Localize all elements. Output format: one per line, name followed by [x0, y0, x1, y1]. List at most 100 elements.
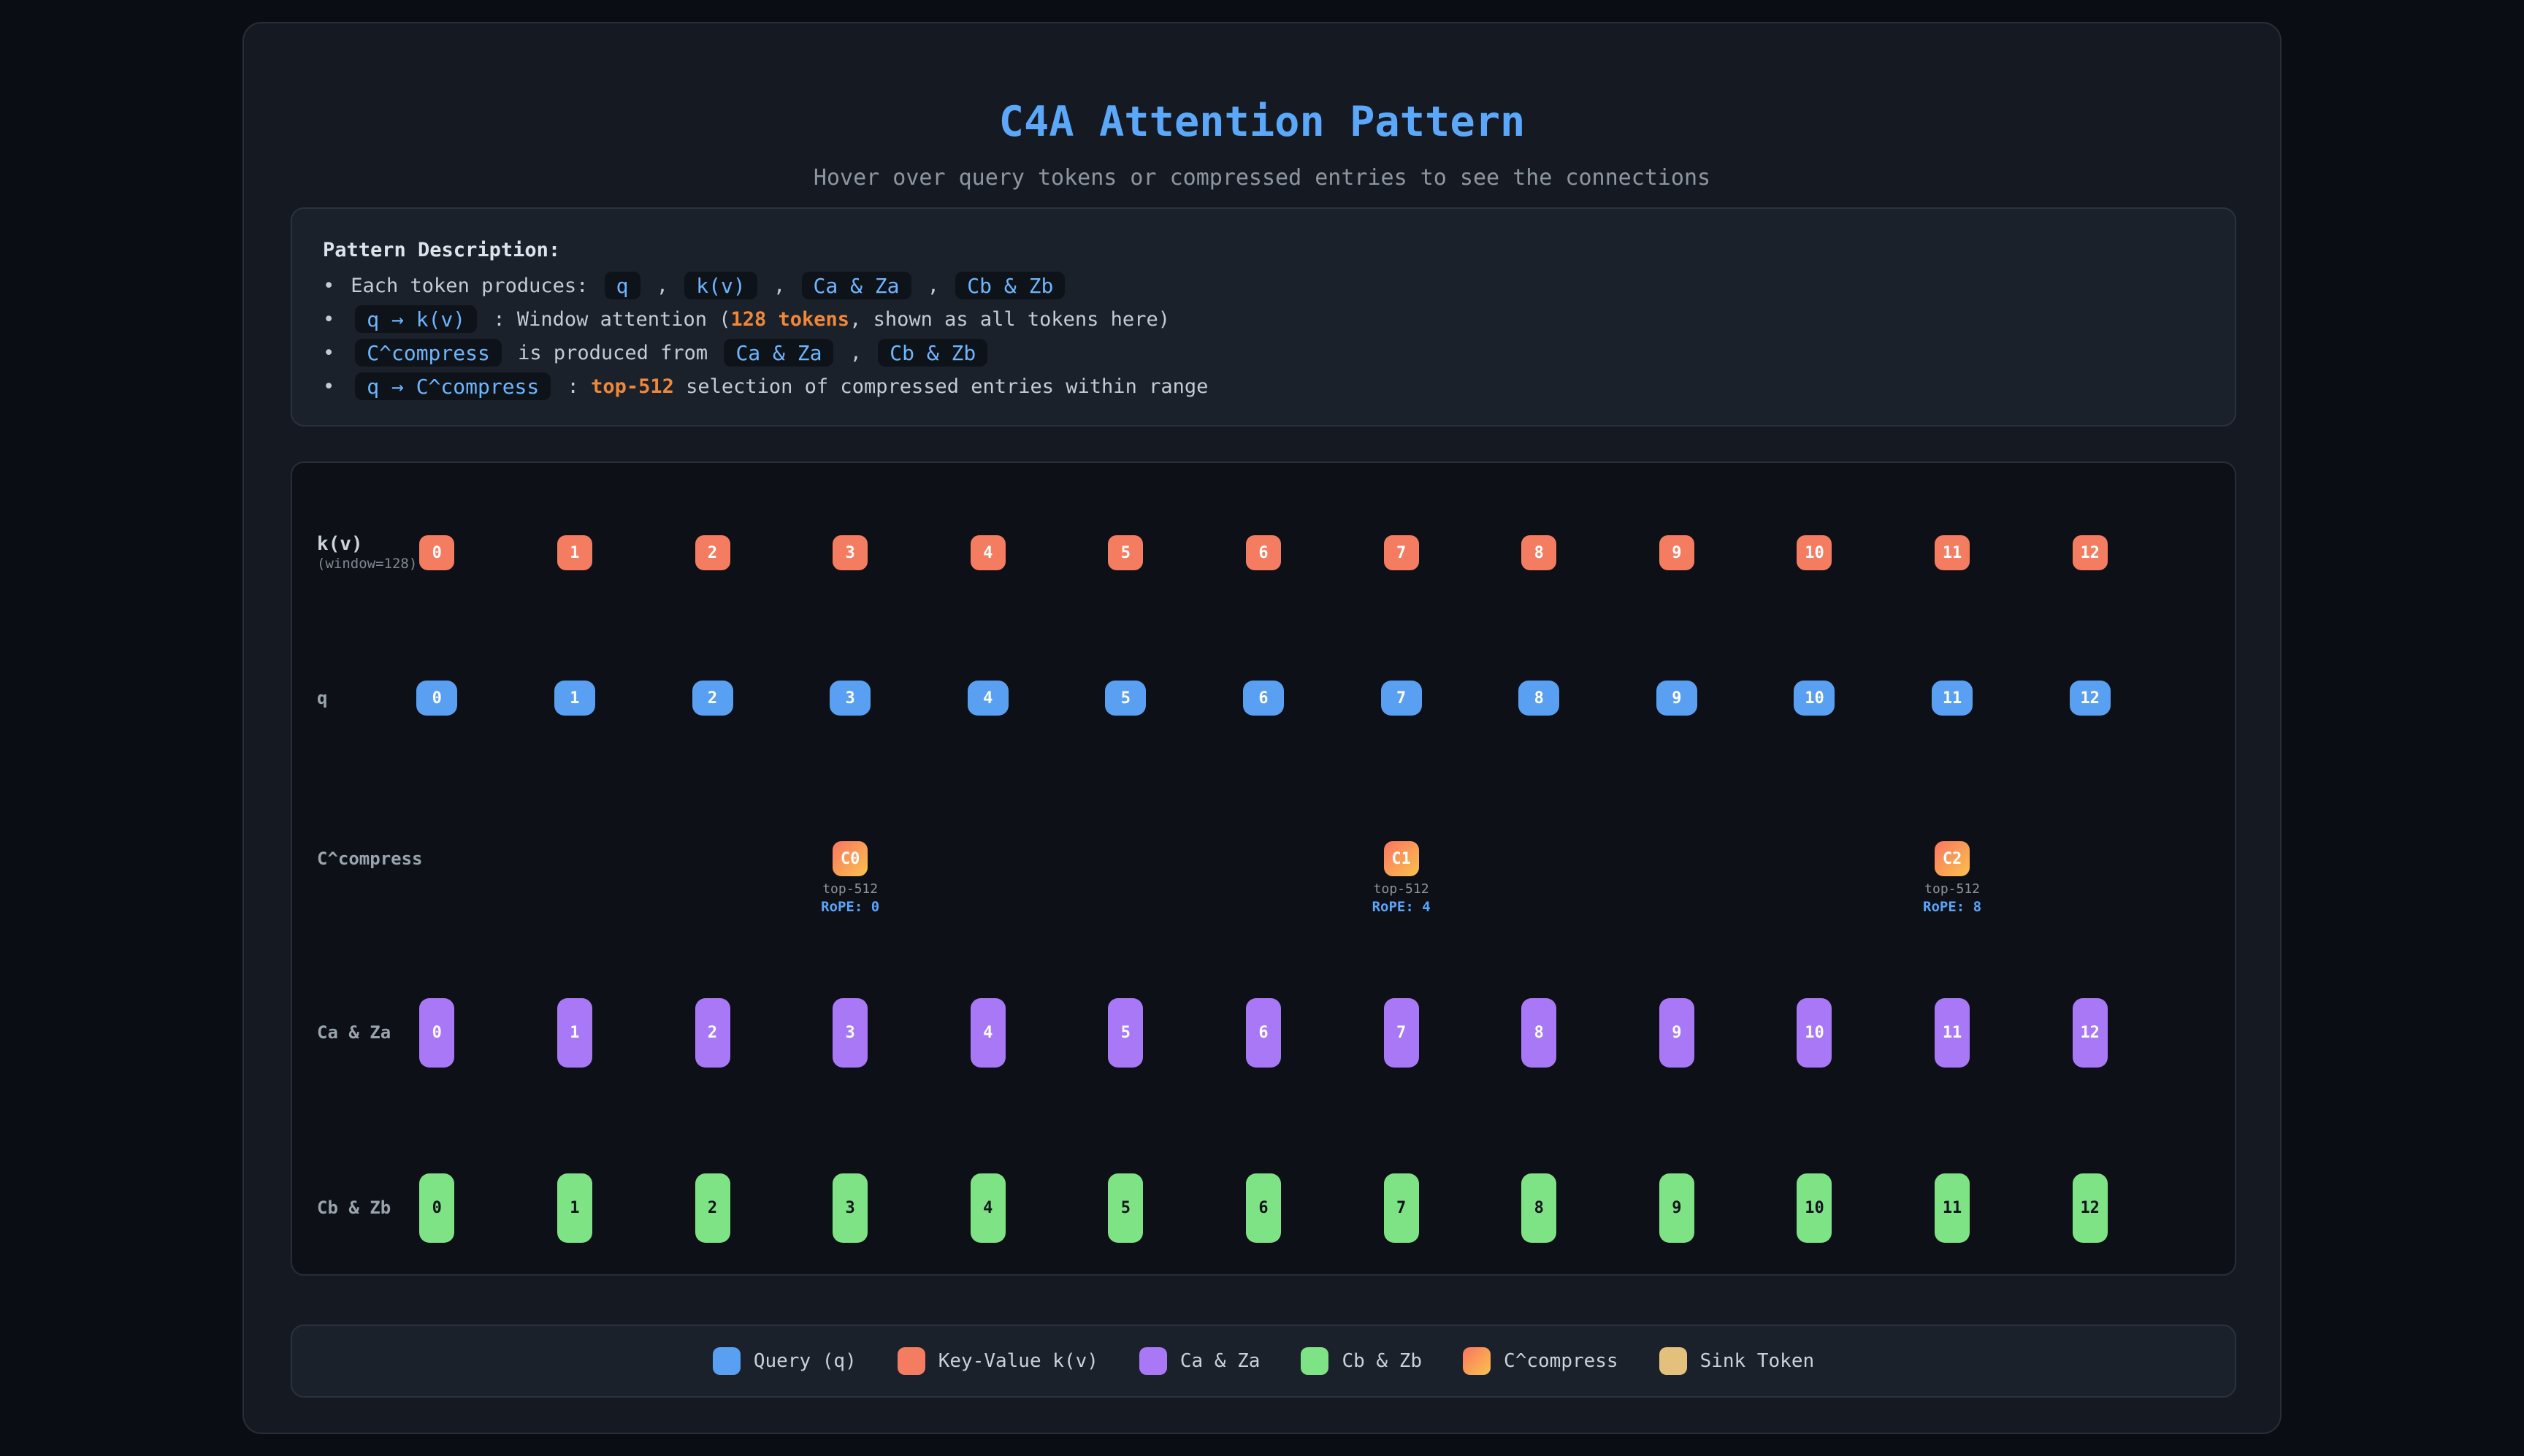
kv-token-5: 5 [1108, 535, 1144, 570]
q-token-3[interactable]: 3 [830, 681, 871, 716]
kv-token-10: 10 [1797, 535, 1832, 570]
description-bullet-3: • q → C^compress : top-512 selection of c… [323, 369, 2204, 403]
q-token-8[interactable]: 8 [1518, 681, 1560, 716]
highlight-text: top-512 [591, 375, 674, 398]
legend-label: Ca & Za [1179, 1350, 1261, 1372]
legend-panel: Query (q) Key-Value k(v) Ca & Za Cb & Zb C^c… [291, 1325, 2236, 1398]
bullet-text: : Window attention ( [481, 307, 731, 331]
cb-token-grid: 0 1 2 3 4 5 6 7 8 9 10 11 12 [368, 1173, 2159, 1243]
q-token-0[interactable]: 0 [416, 681, 458, 716]
ca-token-3: 3 [833, 998, 868, 1068]
legend-label: Query (q) [753, 1350, 857, 1372]
main-card: C4A Attention Pattern Hover over query t… [242, 22, 2282, 1434]
bullet-text: selection of compressed entries within r… [673, 375, 1209, 398]
kv-token-4: 4 [970, 535, 1006, 570]
compress-rope-label: RoPE: 8 [1923, 899, 1982, 915]
compress-selection-label: top-512 [822, 881, 879, 897]
kv-token-9: 9 [1659, 535, 1694, 570]
ca-row-label: Ca & Za [317, 1022, 391, 1043]
compress-token-C0[interactable]: C0 [833, 841, 868, 876]
ca-token-4: 4 [970, 998, 1006, 1068]
cb-swatch [1301, 1347, 1329, 1375]
code-chip: C^compress [355, 339, 502, 367]
description-bullets: • Each token produces: q , k(v) , Ca & Za… [323, 269, 2204, 403]
description-bullet-0: • Each token produces: q , k(v) , Ca & Za… [323, 269, 2204, 302]
q-token-7[interactable]: 7 [1380, 681, 1422, 716]
q-token-9[interactable]: 9 [1656, 681, 1697, 716]
kv-token-11: 11 [1935, 535, 1970, 570]
q-token-11[interactable]: 11 [1932, 681, 1973, 716]
q-row-label: q [317, 688, 328, 708]
kv-token-0: 0 [419, 535, 455, 570]
ca-token-9: 9 [1659, 998, 1694, 1068]
ca-token-1: 1 [557, 998, 592, 1068]
cb-row-label: Cb & Zb [317, 1198, 391, 1218]
compress-cell-7: C1 top-512 RoPE: 4 [1372, 841, 1431, 915]
q-token-12[interactable]: 12 [2069, 681, 2111, 716]
code-chip: Cb & Zb [955, 272, 1066, 299]
cb-token-7: 7 [1383, 1173, 1419, 1243]
cb-token-3: 3 [833, 1173, 868, 1243]
sink-swatch [1659, 1347, 1687, 1375]
kv-token-6: 6 [1245, 535, 1281, 570]
kv-token-8: 8 [1521, 535, 1557, 570]
q-token-5[interactable]: 5 [1105, 681, 1147, 716]
code-chip: q → C^compress [355, 372, 551, 400]
code-chip: Ca & Za [724, 339, 834, 367]
cb-token-2: 2 [695, 1173, 730, 1243]
compress-rope-label: RoPE: 4 [1372, 899, 1431, 915]
cb-token-11: 11 [1935, 1173, 1970, 1243]
legend-label: Key-Value k(v) [938, 1350, 1098, 1372]
cb-token-0: 0 [419, 1173, 455, 1243]
compress-swatch [1463, 1347, 1491, 1375]
q-token-4[interactable]: 4 [967, 681, 1009, 716]
compress-selection-label: top-512 [1924, 881, 1980, 897]
bullet-text: : [555, 375, 592, 398]
q-token-10[interactable]: 10 [1794, 681, 1835, 716]
ca-swatch [1139, 1347, 1167, 1375]
code-chip: k(v) [684, 272, 757, 299]
cb-token-12: 12 [2072, 1173, 2108, 1243]
kv-window-sublabel: (window=128) [317, 556, 418, 572]
legend-label: Cb & Zb [1342, 1350, 1423, 1372]
legend-item-sink: Sink Token [1659, 1347, 1814, 1375]
page-subtitle: Hover over query tokens or compressed en… [813, 165, 1711, 191]
ca-token-2: 2 [695, 998, 730, 1068]
legend-item-query: Query (q) [712, 1347, 857, 1375]
q-token-2[interactable]: 2 [692, 681, 733, 716]
bullet-marker: • [323, 375, 335, 398]
bullet-text: Each token produces: [351, 274, 600, 297]
kv-row-label: k(v) (window=128) [317, 533, 417, 572]
q-token-1[interactable]: 1 [554, 681, 595, 716]
legend-item-compress: C^compress [1463, 1347, 1618, 1375]
kv-token-12: 12 [2072, 535, 2108, 570]
compress-token-grid: C0 top-512 RoPE: 0 C1 top-512 RoPE: 4 C2 top-51… [368, 841, 2159, 915]
bullet-text: , [761, 274, 798, 297]
compress-token-C1[interactable]: C1 [1383, 841, 1419, 876]
kv-token-1: 1 [557, 535, 592, 570]
q-token-6[interactable]: 6 [1242, 681, 1284, 716]
cb-token-10: 10 [1797, 1173, 1832, 1243]
bullet-text: , [838, 341, 874, 364]
compress-token-C2[interactable]: C2 [1935, 841, 1970, 876]
bullet-text: , [915, 274, 952, 297]
legend-item-kv: Key-Value k(v) [897, 1347, 1098, 1375]
compress-cell-3: C0 top-512 RoPE: 0 [821, 841, 879, 915]
cb-token-6: 6 [1245, 1173, 1281, 1243]
attention-diagram-panel: k(v) (window=128) q C^compress Ca & Za C… [291, 461, 2236, 1276]
kv-swatch [897, 1347, 925, 1375]
highlight-text: 128 tokens [730, 307, 850, 331]
cb-token-9: 9 [1659, 1173, 1694, 1243]
ca-token-10: 10 [1797, 998, 1832, 1068]
ca-token-grid: 0 1 2 3 4 5 6 7 8 9 10 11 12 [368, 998, 2159, 1068]
bullet-marker: • [323, 341, 335, 364]
kv-token-grid: 0 1 2 3 4 5 6 7 8 9 10 11 12 [368, 535, 2159, 570]
cb-token-4: 4 [970, 1173, 1006, 1243]
ca-token-5: 5 [1108, 998, 1144, 1068]
kv-row-label-main: k(v) [317, 533, 363, 555]
compress-rope-label: RoPE: 0 [821, 899, 880, 915]
pattern-description-heading: Pattern Description: [323, 239, 561, 261]
legend-item-cb: Cb & Zb [1301, 1347, 1422, 1375]
compress-row-label: C^compress [317, 848, 423, 869]
page-title: C4A Attention Pattern [998, 98, 1526, 146]
